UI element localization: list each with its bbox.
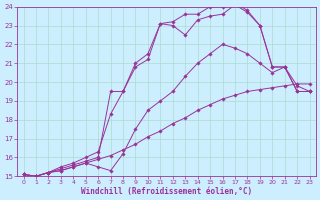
X-axis label: Windchill (Refroidissement éolien,°C): Windchill (Refroidissement éolien,°C) — [81, 187, 252, 196]
